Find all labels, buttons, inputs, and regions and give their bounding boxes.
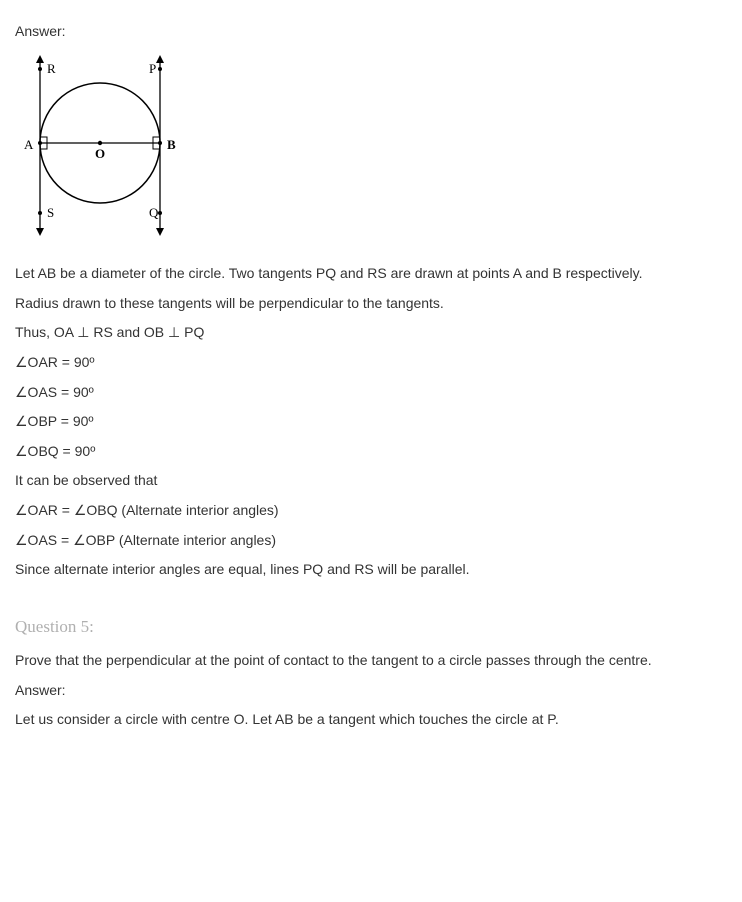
label-s: S — [47, 205, 54, 220]
dot-a — [38, 141, 42, 145]
answer-label: Answer: — [15, 18, 727, 45]
arrow-q-down — [156, 228, 164, 236]
para-12: Let us consider a circle with centre O. … — [15, 706, 727, 733]
circle-tangent-figure: O A B R P S Q — [15, 53, 727, 247]
para-6: ∠OBP = 90º — [15, 408, 727, 435]
dot-p — [158, 67, 162, 71]
para-5: ∠OAS = 90º — [15, 379, 727, 406]
arrow-p-up — [156, 55, 164, 63]
label-a: A — [24, 137, 34, 152]
dot-r — [38, 67, 42, 71]
center-dot — [98, 140, 102, 144]
para-10: ∠OAS = ∠OBP (Alternate interior angles) — [15, 527, 727, 554]
label-o: O — [95, 146, 105, 161]
dot-q — [158, 211, 162, 215]
dot-s — [38, 211, 42, 215]
para-7: ∠OBQ = 90º — [15, 438, 727, 465]
label-q: Q — [149, 205, 159, 220]
para-3: Thus, OA ⊥ RS and OB ⊥ PQ — [15, 319, 727, 346]
label-p: P — [149, 61, 156, 76]
label-b: B — [167, 137, 176, 152]
para-4: ∠OAR = 90º — [15, 349, 727, 376]
para-1: Let AB be a diameter of the circle. Two … — [15, 260, 727, 287]
arrow-r-up — [36, 55, 44, 63]
label-r: R — [47, 61, 56, 76]
question-5-heading: Question 5: — [15, 611, 727, 643]
para-8: It can be observed that — [15, 467, 727, 494]
para-2: Radius drawn to these tangents will be p… — [15, 290, 727, 317]
para-9: ∠OAR = ∠OBQ (Alternate interior angles) — [15, 497, 727, 524]
arrow-s-down — [36, 228, 44, 236]
para-11: Since alternate interior angles are equa… — [15, 556, 727, 583]
dot-b — [158, 141, 162, 145]
question-5-text: Prove that the perpendicular at the poin… — [15, 647, 727, 674]
answer-2-label: Answer: — [15, 677, 727, 704]
